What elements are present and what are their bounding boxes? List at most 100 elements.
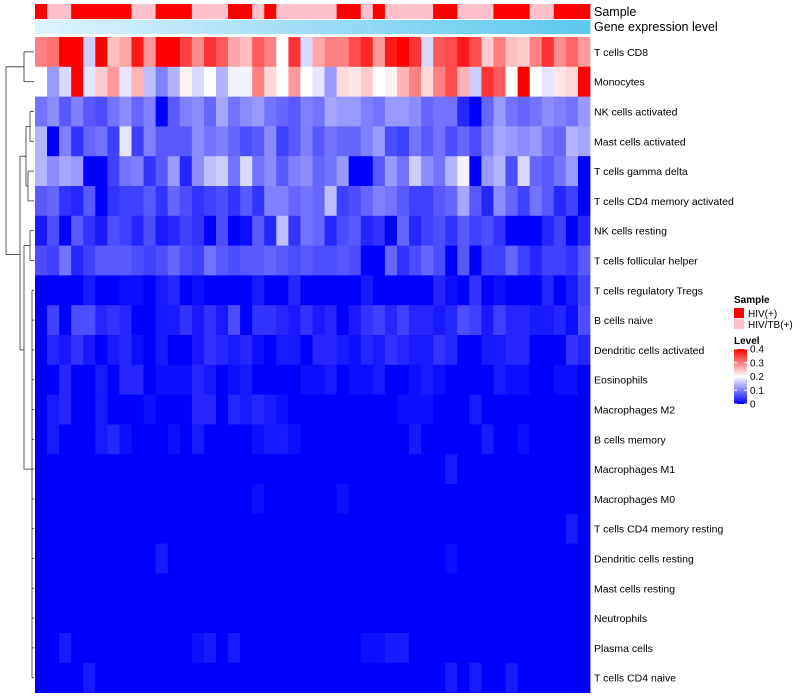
heatmap-cell xyxy=(372,37,386,68)
heatmap-cell xyxy=(541,662,555,693)
heatmap-cell xyxy=(179,484,193,515)
heatmap-cell xyxy=(95,156,108,187)
heatmap-cell xyxy=(493,424,506,455)
heatmap-cell xyxy=(409,335,422,366)
heatmap-cell xyxy=(577,215,591,246)
heatmap-cell xyxy=(288,275,301,306)
heatmap-cell xyxy=(541,633,555,664)
heatmap-cell xyxy=(59,484,72,515)
heatmap-cell xyxy=(312,275,325,306)
heatmap-cell xyxy=(252,275,265,306)
sample-annotation-cell xyxy=(469,4,482,19)
heatmap-cell xyxy=(35,96,48,127)
heatmap-cell xyxy=(119,662,132,693)
heatmap-cell xyxy=(119,394,132,425)
heatmap-cell xyxy=(529,364,543,395)
heatmap-cell xyxy=(396,37,410,68)
heatmap-cell xyxy=(529,275,543,306)
row-label: B cells naive xyxy=(594,315,653,327)
heatmap-cell xyxy=(469,156,482,187)
heatmap-cell xyxy=(469,215,482,246)
heatmap-cell xyxy=(529,156,543,187)
heatmap-cell xyxy=(264,424,277,455)
heatmap-cell xyxy=(47,662,60,693)
heatmap-cell xyxy=(143,335,157,366)
sample-annotation-cell xyxy=(553,4,567,19)
heatmap-cell xyxy=(457,96,470,127)
heatmap-cell xyxy=(493,245,506,276)
sample-annotation-cell xyxy=(300,4,313,19)
heatmap-cell xyxy=(409,186,422,217)
heatmap-cell xyxy=(71,513,84,544)
heatmap-cell xyxy=(83,96,96,127)
heatmap-cell xyxy=(372,156,386,187)
sample-annotation-bar xyxy=(35,4,591,19)
heatmap-cell xyxy=(131,543,144,574)
heatmap-cell xyxy=(421,245,434,276)
heatmap-cell xyxy=(59,335,72,366)
heatmap-cell xyxy=(83,603,96,634)
heatmap-cell xyxy=(384,603,398,634)
heatmap-cell xyxy=(565,66,579,97)
heatmap-cell xyxy=(264,275,277,306)
heatmap-cell xyxy=(457,484,470,515)
heatmap-cell xyxy=(215,543,229,574)
heatmap-cell xyxy=(553,186,567,217)
heatmap-cell xyxy=(288,513,301,544)
heatmap-cell xyxy=(384,275,398,306)
row-label: Macrophages M1 xyxy=(594,464,675,476)
heatmap-cell xyxy=(59,156,72,187)
heatmap-cell xyxy=(433,305,446,336)
heatmap-cell xyxy=(445,126,458,157)
heatmap-cell xyxy=(529,37,543,68)
heatmap-cell xyxy=(348,424,362,455)
heatmap-cell xyxy=(191,394,205,425)
heatmap-cell xyxy=(336,513,350,544)
heatmap-cell xyxy=(324,305,338,336)
heatmap-cell xyxy=(517,543,531,574)
heatmap-cell xyxy=(433,245,446,276)
heatmap-cell xyxy=(553,543,567,574)
heatmap-cell xyxy=(469,424,482,455)
sample-annotation-cell xyxy=(47,4,60,19)
heatmap-cell xyxy=(324,96,338,127)
heatmap-cell xyxy=(384,424,398,455)
heatmap-cell xyxy=(336,633,350,664)
gene-annotation-cell xyxy=(457,20,470,34)
heatmap-cell xyxy=(143,573,157,604)
heatmap-cell xyxy=(143,96,157,127)
heatmap-cell xyxy=(553,603,567,634)
heatmap-cell xyxy=(288,245,301,276)
heatmap-cell xyxy=(215,186,229,217)
heatmap-cell xyxy=(481,513,494,544)
heatmap-cell xyxy=(276,186,289,217)
heatmap-cell xyxy=(493,543,506,574)
heatmap-cell xyxy=(312,66,325,97)
heatmap-cell xyxy=(107,513,120,544)
heatmap-cell xyxy=(396,66,410,97)
heatmap-cell xyxy=(167,394,181,425)
heatmap-cell xyxy=(143,364,157,395)
heatmap-cell xyxy=(179,37,193,68)
heatmap-cell xyxy=(107,215,120,246)
heatmap-cell xyxy=(203,573,217,604)
heatmap-cell xyxy=(517,335,531,366)
heatmap-cell xyxy=(421,96,434,127)
heatmap-cell xyxy=(445,394,458,425)
heatmap-cell xyxy=(35,424,48,455)
heatmap-cell xyxy=(481,37,494,68)
heatmap-cell xyxy=(445,424,458,455)
heatmap-cell xyxy=(553,37,567,68)
heatmap-cell xyxy=(155,662,169,693)
heatmap-cell xyxy=(529,424,543,455)
heatmap-cell xyxy=(276,66,289,97)
heatmap-cell xyxy=(203,156,217,187)
heatmap-cell xyxy=(252,633,265,664)
heatmap-cell xyxy=(348,543,362,574)
heatmap-cell xyxy=(59,603,72,634)
heatmap-cell xyxy=(155,364,169,395)
heatmap-cell xyxy=(107,305,120,336)
heatmap-cell xyxy=(240,513,253,544)
heatmap-cell xyxy=(143,662,157,693)
heatmap-cell xyxy=(107,364,120,395)
